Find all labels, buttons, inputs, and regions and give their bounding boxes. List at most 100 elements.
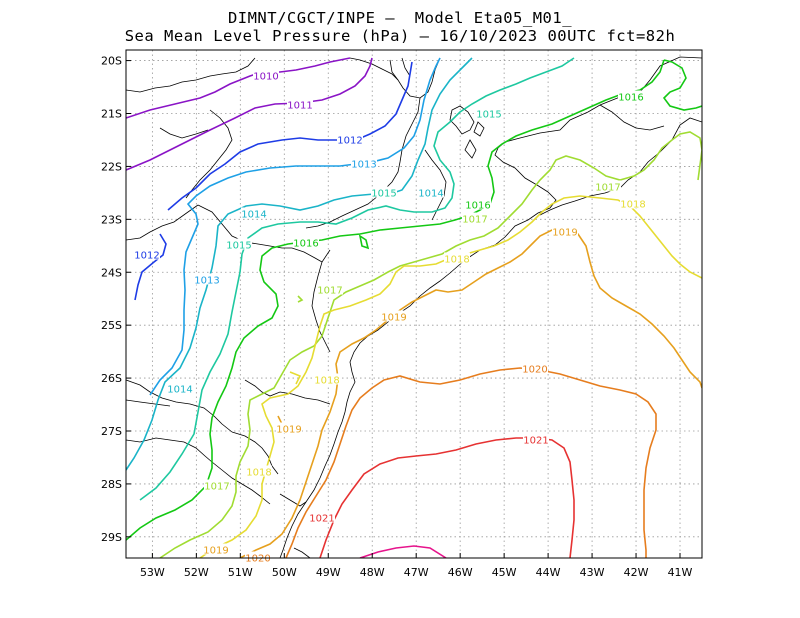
- isobar-1017-small: [297, 295, 304, 303]
- isobar-label: 1017: [462, 215, 487, 226]
- isobar-label: 1016: [618, 93, 643, 104]
- isobar-labels: 1010 1011 1012 1012 1013 1013 1014 1014 1014 1015…: [134, 69, 646, 565]
- lat-tick-label: 20S: [101, 55, 122, 68]
- lat-tick-label: 24S: [101, 266, 122, 279]
- lat-tick-label: 21S: [101, 108, 122, 121]
- isobar-1012: [134, 61, 413, 301]
- isobar-label: 1018: [444, 255, 469, 266]
- lat-tick-label: 25S: [101, 319, 122, 332]
- isobar-1020: [285, 367, 657, 558]
- isobar-label: 1013: [194, 276, 219, 287]
- isobar-label-background: [276, 422, 302, 434]
- isobar-label-background: [620, 197, 646, 209]
- isobar-1018-b: [289, 371, 302, 385]
- lat-tick-label: 23S: [101, 213, 122, 226]
- isobar-label-background: [618, 90, 644, 102]
- isobar-label: 1015: [371, 189, 396, 200]
- isobar-label: 1012: [134, 251, 159, 262]
- isobar-label: 1010: [253, 72, 278, 83]
- isobar-label: 1015: [476, 110, 501, 121]
- isobar-label-background: [245, 551, 271, 563]
- isobar-label-background: [351, 157, 377, 169]
- isobar-label-background: [317, 283, 343, 295]
- isobar-label: 1017: [317, 286, 342, 297]
- isobar-label-background: [381, 310, 407, 322]
- isobar-label: 1019: [276, 425, 301, 436]
- isobar-label-background: [203, 543, 229, 555]
- figure-title-line1: DIMNT/CGCT/INPE – Model Eta05_M01_: [227, 9, 573, 27]
- isobar-label: 1019: [552, 228, 577, 239]
- lon-tick-label: 42W: [624, 566, 649, 579]
- isobar-label-background: [552, 225, 578, 237]
- isobar-label: 1014: [418, 189, 443, 200]
- lat-tick-label: 26S: [101, 372, 122, 385]
- isobar-label-background: [523, 433, 549, 445]
- lon-tick-label: 44W: [536, 566, 561, 579]
- isobar-label-background: [293, 236, 319, 248]
- isobar-label-background: [309, 511, 335, 523]
- isobar-label-background: [337, 133, 363, 145]
- isobar-label-background: [134, 248, 160, 260]
- isobar-label: 1017: [595, 183, 620, 194]
- isobar-label-background: [371, 186, 397, 198]
- lon-tick-label: 51W: [228, 566, 253, 579]
- lat-tick-label: 27S: [101, 425, 122, 438]
- isobar-1017: [159, 131, 702, 558]
- isobar-label-background: [418, 186, 444, 198]
- isobar-label: 1018: [314, 376, 339, 387]
- lon-tick-label: 50W: [272, 566, 297, 579]
- isobar-1014: [126, 57, 473, 471]
- map-frame: [125, 49, 703, 559]
- lon-tick-label: 45W: [492, 566, 517, 579]
- axis-ticks: 53W 52W 51W 50W 49W 48W 47W 46W 45W 44W 43W 42W 41W 2…: [101, 55, 693, 579]
- isobar-label: 1018: [620, 200, 645, 211]
- isobar-1021: [319, 437, 575, 558]
- isobar-1011: [126, 57, 373, 171]
- lon-tick-label: 46W: [448, 566, 473, 579]
- isobar-1010: [126, 57, 351, 119]
- isobar-label: 1013: [351, 160, 376, 171]
- coastline: [126, 56, 702, 558]
- isobar-label-background: [194, 273, 220, 285]
- isobar-1016: [126, 59, 702, 541]
- isobar-label: 1016: [465, 201, 490, 212]
- isobar-label: 1016: [293, 239, 318, 250]
- isobar-1019: [239, 227, 702, 558]
- isobar-label-background: [253, 69, 279, 81]
- isobar-label-background: [167, 382, 193, 394]
- figure-title-line2: Sea Mean Level Pressure (hPa) – 16/10/20…: [124, 27, 676, 45]
- isobar-label: 1019: [381, 313, 406, 324]
- isobar-label-background: [246, 465, 272, 477]
- lon-tick-label: 47W: [404, 566, 429, 579]
- lon-tick-label: 41W: [668, 566, 693, 579]
- lat-tick-label: 28S: [101, 478, 122, 491]
- isobar-label: 1021: [523, 436, 548, 447]
- isobar-label: 1014: [241, 210, 266, 221]
- isobar-label: 1015: [226, 241, 251, 252]
- isobar-label: 1020: [245, 554, 270, 565]
- lon-tick-label: 48W: [360, 566, 385, 579]
- lon-tick-label: 49W: [316, 566, 341, 579]
- isobar-label: 1021: [309, 514, 334, 525]
- isobar-1016-blob: [358, 234, 370, 250]
- isobar-label: 1017: [204, 482, 229, 493]
- isobar-lines: [126, 57, 702, 558]
- isobar-label-background: [465, 198, 491, 210]
- isobar-label-background: [595, 180, 621, 192]
- isobar-1018: [199, 195, 702, 558]
- isobar-label-background: [314, 373, 340, 385]
- isobar-1015: [139, 57, 575, 501]
- isobar-label-background: [462, 212, 488, 224]
- isobar-label: 1011: [287, 101, 312, 112]
- lat-tick-label: 22S: [101, 160, 122, 173]
- lon-tick-label: 52W: [184, 566, 209, 579]
- isobar-label-background: [287, 98, 313, 110]
- isobar-label-background: [204, 479, 230, 491]
- isobar-label-background: [444, 252, 470, 264]
- isobar-label: 1012: [337, 136, 362, 147]
- isobar-label-background: [226, 238, 252, 250]
- isobar-label: 1014: [167, 385, 192, 396]
- isobar-label-background: [241, 207, 267, 219]
- lon-tick-label: 53W: [140, 566, 165, 579]
